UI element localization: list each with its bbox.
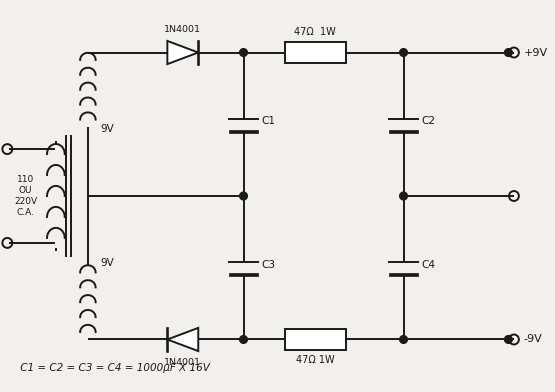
Bar — [285, 42, 346, 63]
Text: C1 = C2 = C3 = C4 = 1000μF X 16V: C1 = C2 = C3 = C4 = 1000μF X 16V — [17, 363, 210, 373]
Circle shape — [400, 49, 407, 56]
Bar — [388, 273, 418, 276]
Text: 47Ω 1W: 47Ω 1W — [296, 356, 335, 365]
Bar — [388, 130, 418, 133]
Circle shape — [504, 336, 512, 343]
Text: +9V: +9V — [524, 47, 548, 58]
Bar — [229, 273, 259, 276]
Bar — [285, 329, 346, 350]
Text: 1N4001: 1N4001 — [164, 25, 201, 34]
Circle shape — [400, 192, 407, 200]
Bar — [229, 130, 259, 133]
Circle shape — [240, 192, 248, 200]
Text: 110
OU
220V
C.A.: 110 OU 220V C.A. — [14, 175, 37, 217]
Polygon shape — [168, 41, 198, 64]
Text: C4: C4 — [421, 260, 435, 270]
Text: 1N4001: 1N4001 — [164, 358, 201, 367]
Polygon shape — [168, 328, 198, 351]
Text: 9V: 9V — [100, 258, 114, 269]
Text: C2: C2 — [421, 116, 435, 127]
Circle shape — [240, 336, 248, 343]
Text: -9V: -9V — [524, 334, 543, 345]
Circle shape — [504, 49, 512, 56]
Circle shape — [240, 49, 248, 56]
Text: C3: C3 — [261, 260, 275, 270]
Text: 9V: 9V — [100, 123, 114, 134]
Text: C1: C1 — [261, 116, 275, 127]
Text: 47Ω  1W: 47Ω 1W — [294, 27, 336, 36]
Circle shape — [400, 336, 407, 343]
